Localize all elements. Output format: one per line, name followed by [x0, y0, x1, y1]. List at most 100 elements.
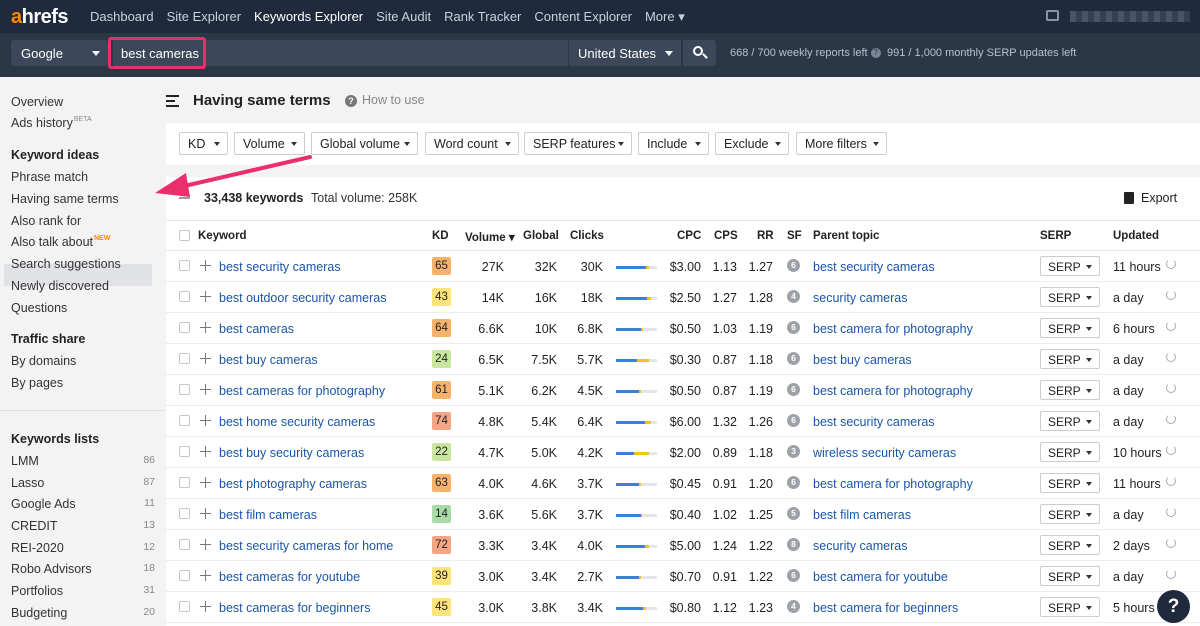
serp-features-badge[interactable]: 6 [787, 259, 800, 272]
row-checkbox[interactable] [179, 260, 190, 271]
how-to-use-link[interactable]: ? How to use [345, 93, 425, 107]
filter-word-count[interactable]: Word count [425, 132, 519, 155]
parent-topic-link[interactable]: best camera for photography [813, 477, 973, 491]
keyword-link[interactable]: best outdoor security cameras [219, 291, 387, 305]
keyword-link[interactable]: best cameras for youtube [219, 570, 361, 584]
keyword-link[interactable]: best buy cameras [219, 353, 318, 367]
refresh-icon[interactable] [1166, 352, 1176, 362]
row-checkbox[interactable] [179, 601, 190, 612]
serp-features-badge[interactable]: 6 [787, 383, 800, 396]
filter-include[interactable]: Include [638, 132, 709, 155]
row-checkbox[interactable] [179, 291, 190, 302]
serp-dropdown-button[interactable]: SERP [1040, 411, 1100, 431]
serp-dropdown-button[interactable]: SERP [1040, 349, 1100, 369]
monitor-icon[interactable] [1046, 10, 1059, 21]
keyword-link[interactable]: best home security cameras [219, 415, 376, 429]
row-checkbox[interactable] [179, 477, 190, 488]
keyword-link[interactable]: best photography cameras [219, 477, 368, 491]
country-select[interactable]: United States [569, 40, 681, 66]
row-checkbox[interactable] [179, 322, 190, 333]
keyword-list-item[interactable]: LMM 86 [11, 454, 155, 468]
col-cps[interactable]: CPS [714, 230, 738, 242]
plus-icon[interactable] [200, 322, 211, 333]
serp-dropdown-button[interactable]: SERP [1040, 566, 1100, 586]
keyword-list-item[interactable]: Budgeting 20 [11, 606, 155, 620]
col-parent-topic[interactable]: Parent topic [813, 230, 880, 242]
keyword-link[interactable]: best cameras for photography [219, 384, 386, 398]
nav-site-audit[interactable]: Site Audit [376, 9, 432, 24]
plus-icon[interactable] [200, 384, 211, 395]
row-checkbox[interactable] [179, 353, 190, 364]
parent-topic-link[interactable]: best film cameras [813, 508, 911, 522]
serp-features-badge[interactable]: 4 [787, 290, 800, 303]
col-updated[interactable]: Updated [1113, 230, 1159, 242]
nav-rank-tracker[interactable]: Rank Tracker [444, 9, 522, 24]
serp-dropdown-button[interactable]: SERP [1040, 504, 1100, 524]
keyword-list-item[interactable]: REI-2020 12 [11, 541, 155, 555]
keyword-link[interactable]: best cameras for beginners [219, 601, 371, 615]
menu-icon[interactable] [166, 95, 179, 110]
filter-serp-features[interactable]: SERP features [524, 132, 632, 155]
keyword-list-item[interactable]: Google Ads 11 [11, 497, 155, 511]
parent-topic-link[interactable]: best security cameras [813, 260, 935, 274]
row-checkbox[interactable] [179, 570, 190, 581]
plus-icon[interactable] [200, 539, 211, 550]
serp-features-badge[interactable]: 6 [787, 414, 800, 427]
plus-icon[interactable] [200, 353, 211, 364]
refresh-icon[interactable] [1166, 569, 1176, 579]
serp-features-badge[interactable]: 6 [787, 321, 800, 334]
parent-topic-link[interactable]: best camera for beginners [813, 601, 959, 615]
keyword-list-item[interactable]: Robo Advisors 18 [11, 562, 155, 576]
row-checkbox[interactable] [179, 446, 190, 457]
row-checkbox[interactable] [179, 384, 190, 395]
refresh-icon[interactable] [1166, 383, 1176, 393]
parent-topic-link[interactable]: best camera for photography [813, 384, 973, 398]
sidebar-item-phrase-match[interactable]: Phrase match [11, 170, 89, 184]
keyword-link[interactable]: best cameras [219, 322, 295, 336]
filter-exclude[interactable]: Exclude [715, 132, 789, 155]
export-button[interactable]: Export [1124, 191, 1177, 205]
search-button[interactable] [683, 40, 716, 66]
keyword-input[interactable]: best cameras [113, 40, 568, 66]
refresh-icon[interactable] [1166, 414, 1176, 424]
serp-dropdown-button[interactable]: SERP [1040, 287, 1100, 307]
filter-more-filters[interactable]: More filters [796, 132, 887, 155]
nav-more[interactable]: More ▾ [644, 8, 685, 24]
plus-icon[interactable] [200, 260, 211, 271]
serp-dropdown-button[interactable]: SERP [1040, 380, 1100, 400]
col-serp[interactable]: SERP [1040, 230, 1072, 242]
sidebar-item-search-suggestions[interactable]: Search suggestions [11, 257, 121, 271]
serp-features-badge[interactable]: 5 [787, 507, 800, 520]
filter-volume[interactable]: Volume [234, 132, 305, 155]
sidebar-item-by-pages[interactable]: By pages [11, 376, 64, 390]
sidebar-item-also-rank-for[interactable]: Also rank for [11, 214, 82, 228]
plus-icon[interactable] [200, 477, 211, 488]
refresh-icon[interactable] [1166, 259, 1176, 269]
serp-dropdown-button[interactable]: SERP [1040, 442, 1100, 462]
sidebar-item-by-domains[interactable]: By domains [11, 354, 77, 368]
parent-topic-link[interactable]: security cameras [813, 539, 908, 553]
keyword-link[interactable]: best security cameras for home [219, 539, 394, 553]
serp-features-badge[interactable]: 6 [787, 352, 800, 365]
parent-topic-link[interactable]: wireless security cameras [813, 446, 957, 460]
serp-dropdown-button[interactable]: SERP [1040, 473, 1100, 493]
serp-features-badge[interactable]: 3 [787, 445, 800, 458]
refresh-icon[interactable] [1166, 507, 1176, 517]
serp-features-badge[interactable]: 8 [787, 538, 800, 551]
collapse-icon[interactable] [179, 197, 190, 199]
sidebar-item-overview[interactable]: Overview [11, 95, 64, 109]
keyword-link[interactable]: best film cameras [219, 508, 317, 522]
plus-icon[interactable] [200, 446, 211, 457]
col-sf[interactable]: SF [787, 230, 802, 242]
col-clicks[interactable]: Clicks [570, 230, 604, 242]
sidebar-item-having-same-terms[interactable]: Having same terms [11, 192, 119, 206]
row-checkbox[interactable] [179, 508, 190, 519]
filter-global-volume[interactable]: Global volume [311, 132, 418, 155]
account-name-blurred[interactable] [1070, 11, 1190, 22]
col-global[interactable]: Global [523, 230, 559, 242]
serp-dropdown-button[interactable]: SERP [1040, 535, 1100, 555]
parent-topic-link[interactable]: best camera for youtube [813, 570, 948, 584]
refresh-icon[interactable] [1166, 476, 1176, 486]
keyword-list-item[interactable]: Portfolios 31 [11, 584, 155, 598]
nav-keywords-explorer[interactable]: Keywords Explorer [254, 9, 364, 24]
